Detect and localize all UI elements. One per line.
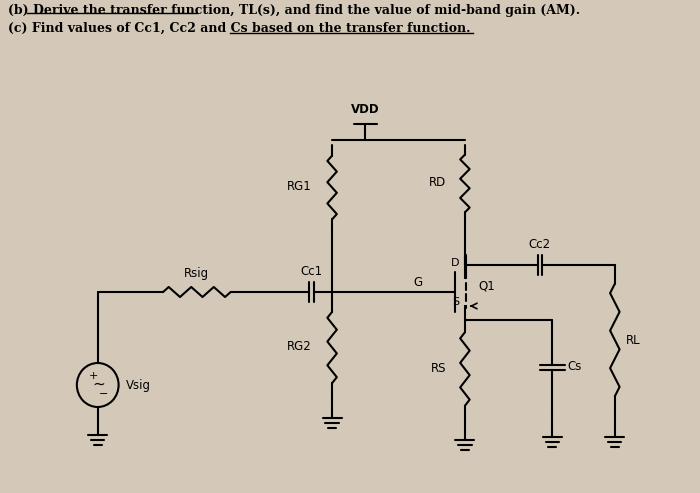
Text: Cs: Cs bbox=[568, 360, 582, 374]
Text: VDD: VDD bbox=[351, 103, 379, 116]
Text: (c) Find values of Cc1, Cc2 and Cs based on the transfer function.: (c) Find values of Cc1, Cc2 and Cs based… bbox=[8, 22, 470, 35]
Text: RS: RS bbox=[430, 362, 446, 376]
Text: G: G bbox=[414, 276, 423, 288]
Text: Vsig: Vsig bbox=[126, 379, 151, 391]
Text: S: S bbox=[452, 297, 459, 307]
Text: (b) Derive the transfer function, TL(s), and find the value of mid-band gain (AM: (b) Derive the transfer function, TL(s),… bbox=[8, 4, 580, 17]
Text: +: + bbox=[88, 371, 98, 381]
Text: Cc2: Cc2 bbox=[528, 238, 551, 251]
Text: Rsig: Rsig bbox=[184, 267, 209, 280]
Text: D: D bbox=[451, 258, 459, 268]
Text: ~: ~ bbox=[92, 377, 105, 391]
Text: RG2: RG2 bbox=[286, 341, 312, 353]
Text: Q1: Q1 bbox=[478, 280, 495, 292]
Text: RL: RL bbox=[626, 333, 640, 347]
Text: Cc1: Cc1 bbox=[300, 265, 322, 278]
Text: RD: RD bbox=[428, 176, 446, 189]
Text: RG1: RG1 bbox=[286, 180, 312, 193]
Text: −: − bbox=[99, 389, 108, 399]
